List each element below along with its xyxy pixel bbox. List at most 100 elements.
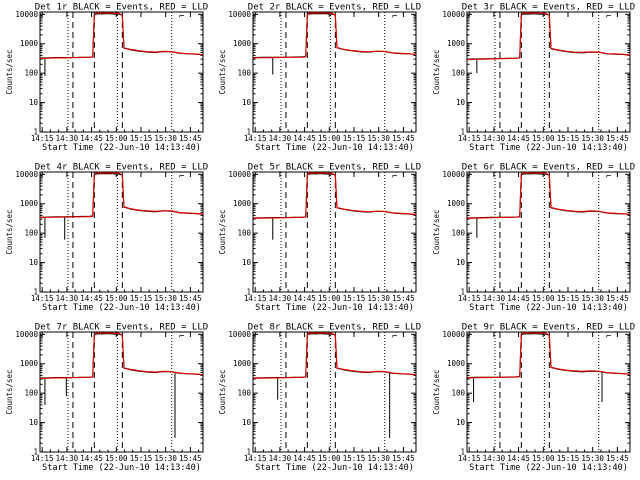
plot-frame <box>466 11 631 133</box>
y-tick-label: 100 <box>24 69 38 78</box>
x-tick-label: 14:15 <box>244 454 267 463</box>
x-tick-label: 14:45 <box>293 454 316 463</box>
plot-frame <box>252 11 417 133</box>
lld-series-line <box>39 12 204 59</box>
x-tick-label: 14:30 <box>56 134 79 143</box>
y-axis-label: Counts/sec <box>5 49 14 94</box>
y-tick-label: 1000 <box>233 359 252 368</box>
corner-mark: ⌐ <box>179 332 184 342</box>
y-tick-label: 10000 <box>15 170 38 179</box>
plot-frame <box>466 171 631 293</box>
y-axis-label: Counts/sec <box>218 209 227 254</box>
panel-title: Det 9r BLACK = Events, RED = LLD <box>462 323 635 333</box>
y-tick-label: 100 <box>237 69 251 78</box>
y-axis-label: Counts/sec <box>5 369 14 414</box>
x-tick-label: 15:00 <box>318 294 341 303</box>
y-axis-label: Counts/sec <box>432 369 441 414</box>
y-tick-label: 10000 <box>228 10 251 19</box>
lld-series-line <box>466 172 631 219</box>
y-tick-label: 100 <box>451 229 465 238</box>
x-tick-label: 15:45 <box>392 294 415 303</box>
x-tick-label: 15:15 <box>130 454 153 463</box>
x-tick-label: 15:15 <box>130 294 153 303</box>
plot-frame <box>466 331 631 453</box>
panel-title: Det 7r BLACK = Events, RED = LLD <box>35 323 208 333</box>
panel-det-6: Det 6r BLACK = Events, RED = LLD⌐ 1 10 100 1… <box>432 163 635 314</box>
x-tick-label: 14:45 <box>507 294 530 303</box>
y-axis-label: Counts/sec <box>218 369 227 414</box>
panel-title: Det 8r BLACK = Events, RED = LLD <box>248 323 421 333</box>
plot-frame <box>252 171 417 293</box>
y-tick-label: 1 <box>460 128 465 137</box>
panel-det-2: Det 2r BLACK = Events, RED = LLD⌐ 1 10 100 1… <box>218 3 421 154</box>
x-tick-label: 14:15 <box>244 294 267 303</box>
panel-title: Det 1r BLACK = Events, RED = LLD <box>35 3 208 13</box>
corner-mark: ⌐ <box>179 12 184 22</box>
x-tick-label: 15:45 <box>392 134 415 143</box>
y-tick-label: 10 <box>456 98 466 107</box>
corner-mark: ⌐ <box>606 172 611 182</box>
x-tick-label: 15:30 <box>367 454 390 463</box>
x-tick-label: 15:45 <box>606 134 629 143</box>
panel-det-4: Det 4r BLACK = Events, RED = LLD⌐ 1 10 100 1… <box>5 163 208 314</box>
corner-mark: ⌐ <box>392 172 397 182</box>
x-axis-label: Start Time (22-Jun-10 14:13:40) <box>42 143 201 153</box>
x-tick-label: 14:15 <box>458 454 481 463</box>
y-axis-label: Counts/sec <box>432 49 441 94</box>
x-tick-label: 14:30 <box>483 454 506 463</box>
x-tick-label: 15:30 <box>367 134 390 143</box>
y-tick-label: 1000 <box>447 359 466 368</box>
x-tick-label: 15:00 <box>532 294 555 303</box>
x-axis-label: Start Time (22-Jun-10 14:13:40) <box>42 463 201 473</box>
corner-mark: ⌐ <box>606 12 611 22</box>
lld-series-line <box>39 172 204 219</box>
panel-det-1: Det 1r BLACK = Events, RED = LLD⌐ 1 10 100 1… <box>5 3 208 154</box>
panel-title: Det 4r BLACK = Events, RED = LLD <box>35 163 208 173</box>
x-tick-label: 15:15 <box>557 454 580 463</box>
plot-frame <box>39 11 204 133</box>
panel-title: Det 3r BLACK = Events, RED = LLD <box>462 3 635 13</box>
y-tick-label: 1000 <box>447 39 466 48</box>
x-tick-label: 14:45 <box>80 454 103 463</box>
panel-title: Det 5r BLACK = Events, RED = LLD <box>248 163 421 173</box>
y-tick-label: 10000 <box>442 170 465 179</box>
x-tick-label: 14:15 <box>31 454 54 463</box>
plot-frame <box>39 331 204 453</box>
x-tick-label: 14:45 <box>80 134 103 143</box>
y-tick-label: 1 <box>246 448 251 457</box>
panel-det-3: Det 3r BLACK = Events, RED = LLD⌐ 1 10 100 1… <box>432 3 635 154</box>
panel-title: Det 2r BLACK = Events, RED = LLD <box>248 3 421 13</box>
y-tick-label: 100 <box>24 389 38 398</box>
y-tick-label: 10 <box>242 98 252 107</box>
x-tick-label: 15:30 <box>154 294 177 303</box>
y-tick-label: 1 <box>33 448 38 457</box>
y-tick-label: 1 <box>33 128 38 137</box>
lld-series-line <box>252 332 417 379</box>
x-tick-label: 14:45 <box>507 454 530 463</box>
x-tick-label: 15:15 <box>557 134 580 143</box>
x-axis-label: Start Time (22-Jun-10 14:13:40) <box>469 463 628 473</box>
x-axis-label: Start Time (22-Jun-10 14:13:40) <box>469 303 628 313</box>
plot-frame <box>39 171 204 293</box>
y-tick-label: 1 <box>246 288 251 297</box>
corner-mark: ⌐ <box>392 332 397 342</box>
x-tick-label: 14:45 <box>293 134 316 143</box>
x-tick-label: 15:00 <box>532 454 555 463</box>
x-axis-label: Start Time (22-Jun-10 14:13:40) <box>255 463 414 473</box>
x-tick-label: 15:30 <box>581 294 604 303</box>
y-tick-label: 10000 <box>15 330 38 339</box>
y-tick-label: 100 <box>451 389 465 398</box>
x-tick-label: 14:45 <box>80 294 103 303</box>
x-tick-label: 15:00 <box>105 294 128 303</box>
x-tick-label: 14:45 <box>293 294 316 303</box>
x-tick-label: 15:00 <box>318 454 341 463</box>
y-axis-label: Counts/sec <box>432 209 441 254</box>
x-tick-label: 14:30 <box>269 294 292 303</box>
y-tick-label: 1000 <box>20 39 39 48</box>
x-tick-label: 15:45 <box>392 454 415 463</box>
x-axis-label: Start Time (22-Jun-10 14:13:40) <box>469 143 628 153</box>
x-tick-label: 15:45 <box>179 134 202 143</box>
y-tick-label: 1 <box>460 448 465 457</box>
panel-title: Det 6r BLACK = Events, RED = LLD <box>462 163 635 173</box>
x-tick-label: 15:15 <box>343 294 366 303</box>
